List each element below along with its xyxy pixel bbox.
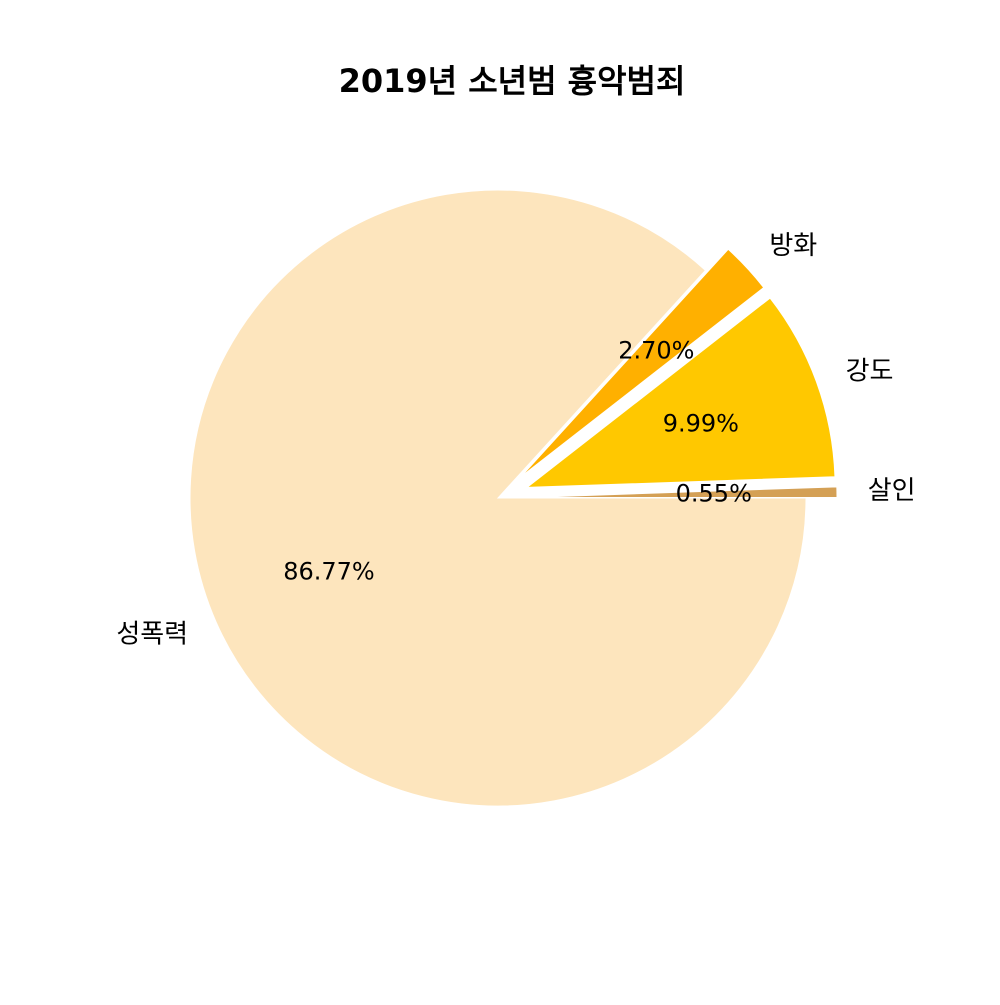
pie-slice-3 [528,486,838,498]
slice-category-label: 방화 [769,231,817,261]
slice-category-label: 성폭력 [116,619,188,649]
slice-percent-label: 2.70% [618,336,694,364]
pie-slice-2 [525,297,836,488]
slice-percent-label: 86.77% [283,558,375,586]
slice-category-label: 살인 [868,476,916,506]
slice-category-label: 강도 [846,356,894,386]
pie-slice-1 [520,248,765,478]
pie-slice-0 [189,189,807,807]
slice-percent-label: 0.55% [676,479,752,507]
chart-title: 2019년 소년범 흉악범죄 [339,62,686,100]
pie-slices [189,189,838,807]
pie-labels: 성폭력 86.77% 방화 2.70% 강도 9.99% 살인 0.55% [116,231,915,649]
slice-percent-label: 9.99% [663,409,739,437]
